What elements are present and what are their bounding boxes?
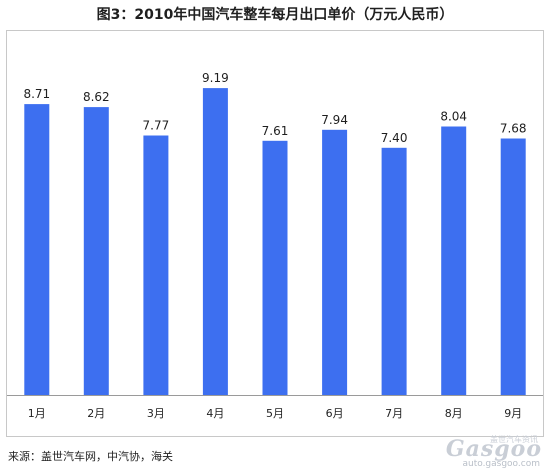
bar-9 — [500, 138, 526, 395]
x-tick-label-5: 5月 — [266, 407, 284, 420]
data-label-9: 7.68 — [500, 122, 527, 136]
bar-6 — [322, 129, 348, 396]
bar-3 — [143, 135, 169, 395]
x-tick-label-9: 9月 — [504, 407, 522, 420]
watermark-url: auto.gasgoo.com — [462, 459, 540, 469]
data-label-6: 7.94 — [321, 113, 348, 127]
bar-1 — [24, 104, 50, 395]
bar-4 — [202, 88, 228, 395]
bar-5 — [262, 140, 288, 395]
data-label-3: 7.77 — [143, 119, 170, 133]
x-tick-label-4: 4月 — [206, 407, 224, 420]
data-label-2: 8.62 — [83, 90, 110, 104]
x-tick-label-7: 7月 — [385, 407, 403, 420]
bar-chart: 8.71 8.62 7.77 9.19 7.61 7.94 7.40 8.04 7.68 1月 2… — [7, 71, 543, 420]
source-note: 来源：盖世汽车网，中汽协，海关 — [8, 450, 173, 463]
gasgoo-watermark: 盖世汽车资讯 Gasgoo auto.gasgoo.com — [412, 434, 542, 470]
chart-title: 图3：2010年中国汽车整车每月出口单价（万元人民币） — [96, 7, 454, 23]
bar-2 — [83, 107, 109, 395]
x-tick-label-8: 8月 — [445, 407, 463, 420]
x-tick-label-3: 3月 — [147, 407, 165, 420]
bars — [24, 88, 526, 396]
chart-frame: 8.71 8.62 7.77 9.19 7.61 7.94 7.40 8.04 7.68 1月 2… — [6, 30, 544, 437]
x-tick-label-1: 1月 — [28, 407, 46, 420]
watermark-logo: Gasgoo — [445, 436, 542, 462]
watermark-chinese-text: 盖世汽车资讯 — [490, 435, 538, 444]
data-label-1: 8.71 — [23, 87, 50, 101]
x-tick-label-6: 6月 — [326, 407, 344, 420]
data-label-8: 8.04 — [440, 110, 467, 124]
data-label-7: 7.40 — [381, 131, 408, 145]
bar-7 — [381, 147, 407, 395]
data-label-4: 9.19 — [202, 71, 229, 85]
bar-8 — [441, 126, 467, 395]
x-tick-label-2: 2月 — [87, 407, 105, 420]
data-label-5: 7.61 — [262, 124, 289, 138]
data-labels: 8.71 8.62 7.77 9.19 7.61 7.94 7.40 8.04 7.68 — [23, 71, 526, 145]
x-axis-tick-labels: 1月 2月 3月 4月 5月 6月 7月 8月 9月 — [28, 407, 522, 420]
